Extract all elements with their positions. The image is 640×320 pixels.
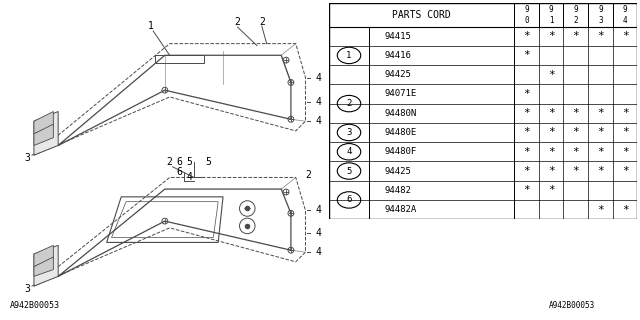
Text: *: * (572, 147, 579, 157)
Text: 9
3: 9 3 (598, 5, 603, 25)
Text: 9
2: 9 2 (573, 5, 578, 25)
Text: *: * (548, 108, 554, 118)
Text: *: * (572, 108, 579, 118)
Polygon shape (34, 245, 58, 286)
Text: 6: 6 (177, 157, 182, 167)
Text: A942B00053: A942B00053 (10, 301, 60, 310)
Text: *: * (597, 31, 604, 41)
Text: 4: 4 (186, 172, 192, 182)
Text: *: * (523, 31, 530, 41)
Text: *: * (621, 108, 628, 118)
Text: 94480N: 94480N (385, 109, 417, 118)
Text: 2: 2 (259, 17, 265, 27)
Text: *: * (523, 127, 530, 138)
Text: 3: 3 (346, 128, 352, 137)
Text: 4: 4 (315, 205, 321, 215)
Text: *: * (548, 185, 554, 195)
Text: *: * (548, 70, 554, 80)
Polygon shape (34, 111, 53, 134)
Polygon shape (34, 257, 53, 276)
Text: 9
4: 9 4 (623, 5, 627, 25)
Text: *: * (548, 127, 554, 138)
Text: *: * (523, 108, 530, 118)
Text: *: * (523, 147, 530, 157)
Text: *: * (523, 89, 530, 99)
Text: 94482: 94482 (385, 186, 412, 195)
Text: 9
0: 9 0 (524, 5, 529, 25)
Text: PARTS CORD: PARTS CORD (392, 10, 451, 20)
Text: *: * (572, 127, 579, 138)
Text: *: * (621, 31, 628, 41)
Text: 4: 4 (315, 97, 321, 107)
Text: 5: 5 (346, 166, 352, 176)
Text: *: * (597, 166, 604, 176)
Text: 4: 4 (315, 73, 321, 83)
Text: 3: 3 (24, 284, 30, 294)
Text: *: * (523, 185, 530, 195)
Text: 5: 5 (205, 157, 211, 167)
Text: 1: 1 (147, 21, 153, 31)
Text: *: * (548, 147, 554, 157)
Text: 2: 2 (305, 170, 311, 180)
Polygon shape (34, 111, 58, 155)
Text: 4: 4 (315, 116, 321, 126)
Text: 5: 5 (186, 157, 192, 167)
Text: 3: 3 (24, 153, 30, 163)
Text: A942B00053: A942B00053 (549, 301, 595, 310)
Text: 94425: 94425 (385, 166, 412, 176)
Text: 94416: 94416 (385, 51, 412, 60)
Text: *: * (597, 204, 604, 215)
Text: 2: 2 (235, 17, 241, 27)
Text: 6: 6 (346, 196, 352, 204)
Text: 4: 4 (346, 147, 352, 156)
Text: *: * (597, 108, 604, 118)
Polygon shape (34, 245, 53, 267)
Text: 2: 2 (346, 99, 352, 108)
Text: 4: 4 (315, 228, 321, 238)
Text: *: * (548, 166, 554, 176)
Text: *: * (597, 127, 604, 138)
Text: 94425: 94425 (385, 70, 412, 79)
Text: 6: 6 (177, 167, 182, 177)
Text: 94071E: 94071E (385, 90, 417, 99)
Text: 9
1: 9 1 (548, 5, 554, 25)
Text: 94415: 94415 (385, 32, 412, 41)
Text: *: * (523, 51, 530, 60)
Polygon shape (34, 124, 53, 146)
Text: 1: 1 (346, 51, 352, 60)
Text: 94482A: 94482A (385, 205, 417, 214)
Text: 94480F: 94480F (385, 147, 417, 156)
Text: *: * (621, 166, 628, 176)
Text: 2: 2 (167, 157, 173, 167)
Text: 4: 4 (315, 247, 321, 257)
Text: *: * (621, 127, 628, 138)
Text: *: * (523, 166, 530, 176)
Text: *: * (597, 147, 604, 157)
Text: *: * (621, 204, 628, 215)
Text: *: * (621, 147, 628, 157)
Text: *: * (572, 166, 579, 176)
Text: *: * (572, 31, 579, 41)
Text: 94480E: 94480E (385, 128, 417, 137)
Text: *: * (548, 31, 554, 41)
